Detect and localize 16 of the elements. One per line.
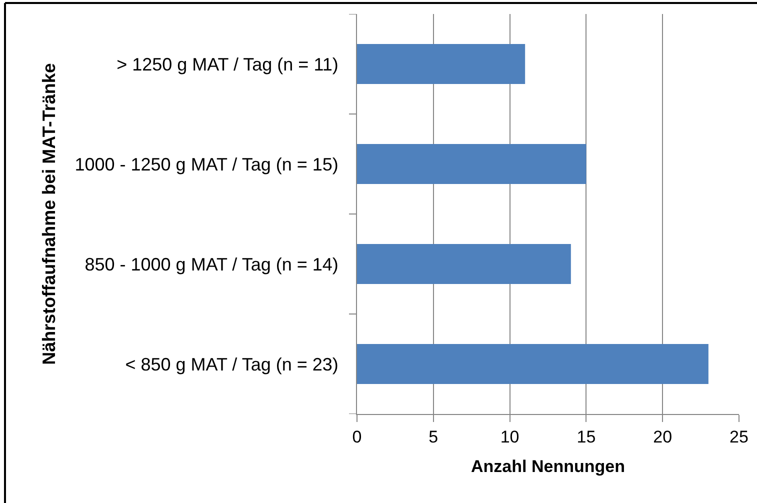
x-tick-label: 10 xyxy=(500,427,520,446)
y-tick-label: 1000 - 1250 g MAT / Tag (n = 15) xyxy=(74,154,338,174)
x-tick-label: 0 xyxy=(352,427,362,446)
bar xyxy=(357,244,571,284)
bar xyxy=(357,144,586,184)
x-tick-label: 25 xyxy=(730,427,748,446)
y-tick-label: < 850 g MAT / Tag (n = 23) xyxy=(125,354,338,374)
bar xyxy=(357,344,708,384)
y-tick-label: > 1250 g MAT / Tag (n = 11) xyxy=(116,54,338,74)
y-tick-label: 850 - 1000 g MAT / Tag (n = 14) xyxy=(84,254,338,274)
x-tick-label: 5 xyxy=(428,427,438,446)
y-axis-title: Nährstoffaufnahme bei MAT-Tränke xyxy=(38,63,59,365)
x-tick-label: 15 xyxy=(576,427,596,446)
x-tick-label: 20 xyxy=(653,427,672,446)
x-axis-title: Anzahl Nennungen xyxy=(471,456,625,476)
bar xyxy=(357,44,526,84)
